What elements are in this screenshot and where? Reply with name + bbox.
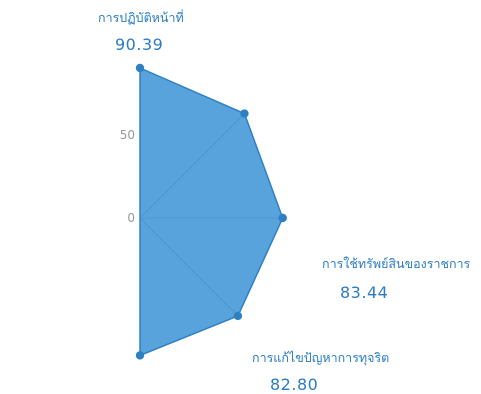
radar-spoke [139,113,245,219]
radar-point [135,351,145,360]
r-tick-label: 0 [127,211,135,225]
axis-value-label: 83.44 [340,283,388,302]
radar-point [233,311,243,321]
radar-point [240,109,249,118]
axis-value-label: 82.80 [270,375,318,394]
axis-value-label: 90.39 [115,35,163,54]
axis-label: การแก้ไขปัญหาการทุจริต [252,350,389,366]
radar-point [278,213,287,223]
axis-label: การใช้ทรัพย์สินของราชการ [322,256,471,271]
r-tick-label: 50 [120,128,135,142]
radar-point [135,63,145,73]
axis-label: การปฏิบัติหน้าที่ [98,9,184,25]
radar-area [139,67,284,357]
radar-spoke [139,217,239,317]
